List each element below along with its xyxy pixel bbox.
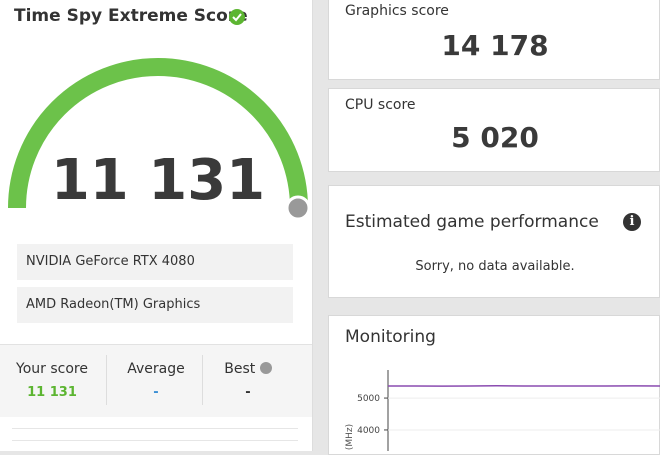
y-tick-label: 4000 bbox=[357, 426, 380, 436]
y-axis-label: (MHz) bbox=[345, 424, 355, 450]
y-tick-label: 5000 bbox=[357, 394, 380, 404]
